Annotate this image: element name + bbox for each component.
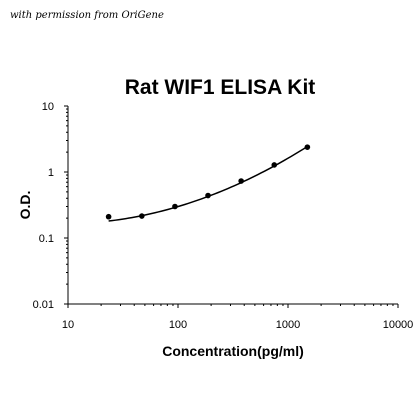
x-tick-label: 1000 [276, 319, 300, 331]
data-point [271, 162, 278, 168]
x-axis-label: Concentration(pg/ml) [162, 343, 304, 359]
chart-title: Rat WIF1 ELISA Kit [125, 76, 316, 99]
fit-curve [108, 145, 308, 222]
y-tick-labels: 10 1 0.1 0.01 [33, 101, 54, 311]
data-point [238, 178, 244, 184]
y-tick-label: 10 [42, 101, 54, 113]
x-tick-label: 10 [62, 319, 74, 331]
x-tick-labels: 10 100 1000 10000 [62, 319, 413, 331]
x-tick-label: 100 [169, 319, 187, 331]
axes [64, 105, 399, 308]
x-tick-label: 10000 [383, 319, 414, 331]
y-tick-label: 0.1 [39, 233, 54, 245]
y-tick-label: 0.01 [33, 299, 54, 311]
permission-credit: with permission from OriGene [10, 10, 164, 21]
data-point [139, 213, 145, 219]
y-axis-label: O.D. [17, 191, 33, 220]
y-tick-label: 1 [48, 167, 54, 179]
data-point [172, 203, 178, 210]
data-point [304, 144, 311, 150]
data-point [105, 213, 112, 220]
data-points [105, 144, 311, 220]
data-point [205, 192, 211, 199]
